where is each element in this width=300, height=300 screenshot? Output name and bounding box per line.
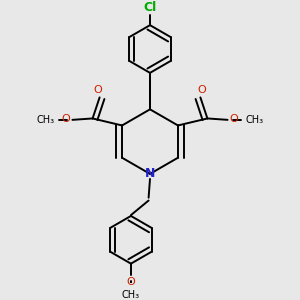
Text: CH₃: CH₃	[122, 290, 140, 300]
Text: O: O	[127, 277, 135, 287]
Text: CH₃: CH₃	[37, 115, 55, 125]
Text: O: O	[61, 114, 70, 124]
Text: O: O	[197, 85, 206, 95]
Text: Cl: Cl	[143, 1, 157, 14]
Text: O: O	[230, 114, 239, 124]
Text: CH₃: CH₃	[245, 115, 263, 125]
Text: O: O	[94, 85, 103, 95]
Text: N: N	[145, 167, 155, 180]
